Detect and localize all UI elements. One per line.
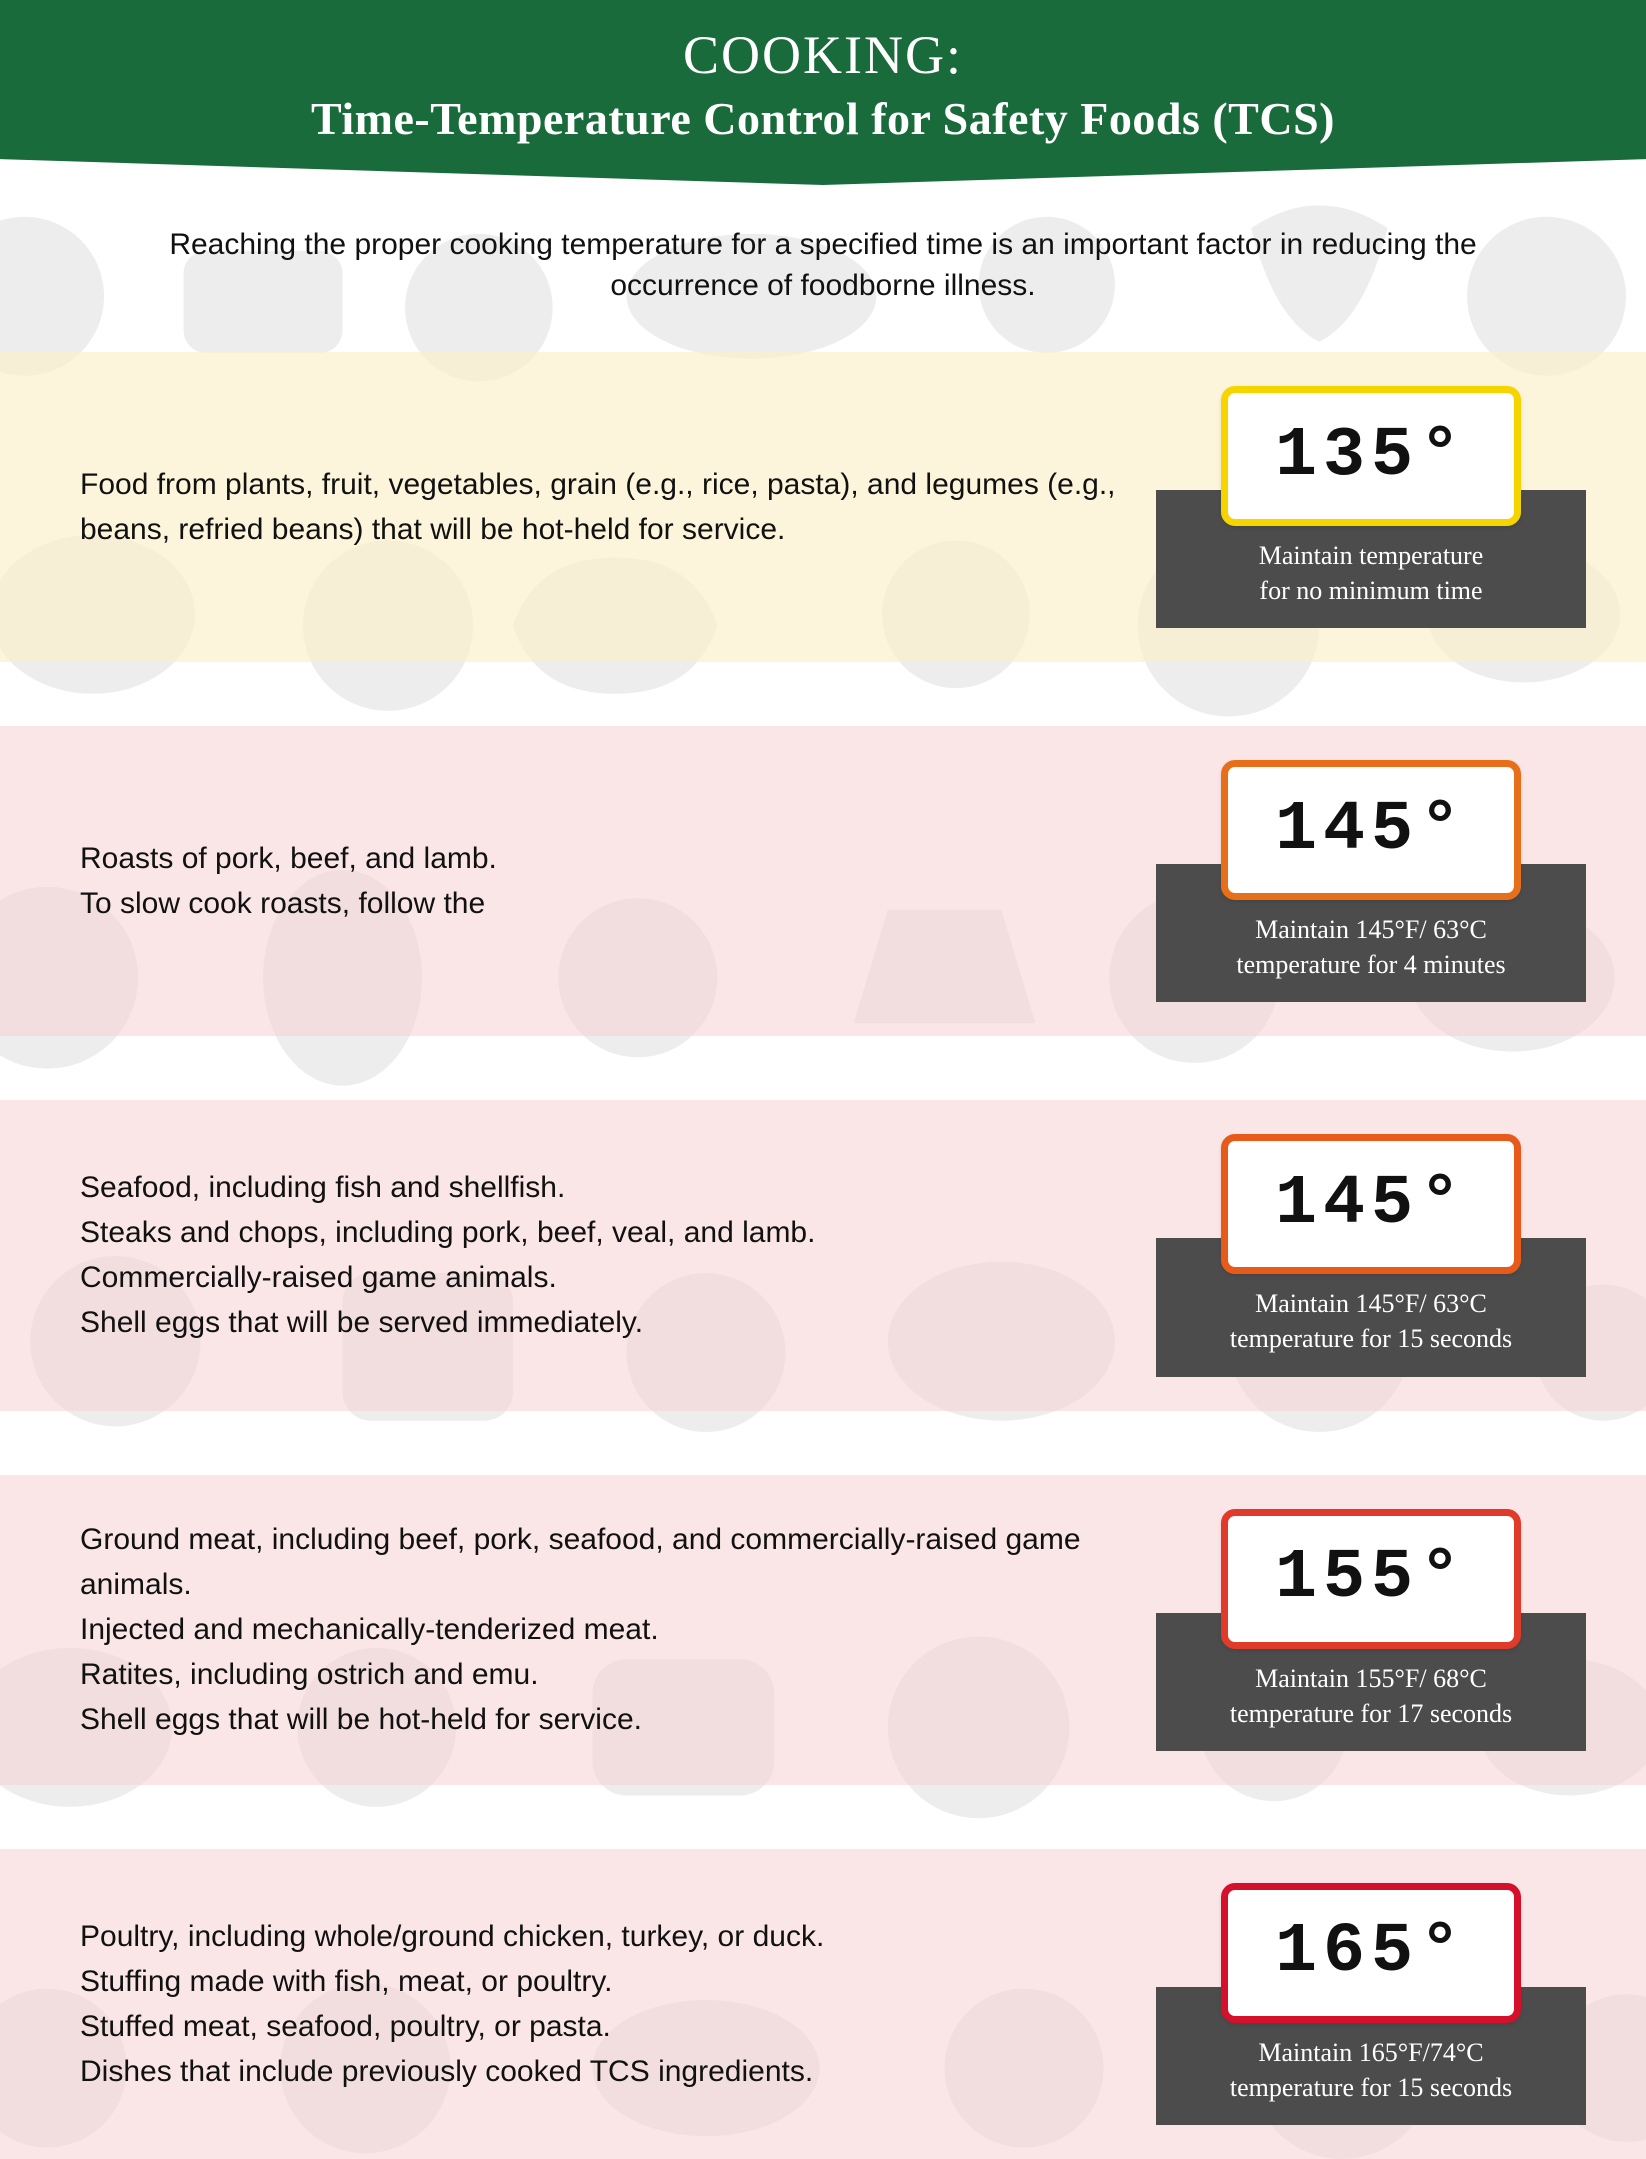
- row-gap: [0, 1411, 1646, 1475]
- row-desc-line: Ratites, including ostrich and emu.: [80, 1652, 1116, 1697]
- temp-value: 135°: [1275, 417, 1467, 496]
- caption-line-1: Maintain 145°F/ 63°C: [1255, 915, 1487, 944]
- temp-row-165: Poultry, including whole/ground chicken,…: [0, 1849, 1646, 2159]
- row-desc-line: Steaks and chops, including pork, beef, …: [80, 1210, 1116, 1255]
- temp-value: 155°: [1275, 1539, 1467, 1618]
- temp-row-145-roasts: Roasts of pork, beef, and lamb. To slow …: [0, 726, 1646, 1036]
- row-desc-line: Ground meat, including beef, pork, seafo…: [80, 1517, 1116, 1607]
- caption-line-1: Maintain 145°F/ 63°C: [1255, 1289, 1487, 1318]
- temp-block: 155° Maintain 155°F/ 68°C temperature fo…: [1156, 1509, 1586, 1751]
- temp-display: 145°: [1221, 760, 1521, 900]
- temp-value: 145°: [1275, 791, 1467, 870]
- row-desc-line: Seafood, including fish and shellfish.: [80, 1165, 1116, 1210]
- temp-block: 135° Maintain temperature for no minimum…: [1156, 386, 1586, 628]
- caption-line-1: Maintain 165°F/74°C: [1258, 2038, 1483, 2067]
- caption-line-1: Maintain 155°F/ 68°C: [1255, 1664, 1487, 1693]
- header-title: COOKING:: [20, 24, 1626, 86]
- row-description: Poultry, including whole/ground chicken,…: [80, 1914, 1156, 2094]
- row-description: Seafood, including fish and shellfish. S…: [80, 1165, 1156, 1345]
- caption-line-2: for no minimum time: [1259, 576, 1482, 605]
- temp-block: 145° Maintain 145°F/ 63°C temperature fo…: [1156, 1134, 1586, 1376]
- temp-row-145-seafood: Seafood, including fish and shellfish. S…: [0, 1100, 1646, 1410]
- temp-display: 155°: [1221, 1509, 1521, 1649]
- row-desc-line: Roasts of pork, beef, and lamb.: [80, 836, 1116, 881]
- row-desc-line: Stuffed meat, seafood, poultry, or pasta…: [80, 2004, 1116, 2049]
- caption-line-2: temperature for 15 seconds: [1230, 1324, 1512, 1353]
- temp-block: 165° Maintain 165°F/74°C temperature for…: [1156, 1883, 1586, 2125]
- caption-line-2: temperature for 4 minutes: [1236, 950, 1505, 979]
- temp-row-135: Food from plants, fruit, vegetables, gra…: [0, 352, 1646, 662]
- temp-display: 165°: [1221, 1883, 1521, 2023]
- row-desc-line: Injected and mechanically-tenderized mea…: [80, 1607, 1116, 1652]
- page: COOKING: Time-Temperature Control for Sa…: [0, 0, 1646, 2159]
- temp-display: 145°: [1221, 1134, 1521, 1274]
- row-gap: [0, 1036, 1646, 1100]
- row-desc-line: To slow cook roasts, follow the: [80, 881, 1116, 926]
- header-banner: COOKING: Time-Temperature Control for Sa…: [0, 0, 1646, 185]
- row-desc-line: Food from plants, fruit, vegetables, gra…: [80, 462, 1116, 552]
- caption-line-2: temperature for 17 seconds: [1230, 1699, 1512, 1728]
- row-desc-line: Shell eggs that will be served immediate…: [80, 1300, 1116, 1345]
- row-description: Food from plants, fruit, vegetables, gra…: [80, 462, 1156, 552]
- temp-value: 145°: [1275, 1165, 1467, 1244]
- intro-text: Reaching the proper cooking temperature …: [0, 185, 1646, 352]
- temp-row-155: Ground meat, including beef, pork, seafo…: [0, 1475, 1646, 1785]
- header-subtitle: Time-Temperature Control for Safety Food…: [20, 92, 1626, 145]
- row-description: Ground meat, including beef, pork, seafo…: [80, 1517, 1156, 1742]
- caption-line-1: Maintain temperature: [1259, 541, 1484, 570]
- row-description: Roasts of pork, beef, and lamb. To slow …: [80, 836, 1156, 926]
- caption-line-2: temperature for 15 seconds: [1230, 2073, 1512, 2102]
- row-desc-line: Dishes that include previously cooked TC…: [80, 2049, 1116, 2094]
- temperature-rows: Food from plants, fruit, vegetables, gra…: [0, 352, 1646, 2159]
- temp-display: 135°: [1221, 386, 1521, 526]
- row-gap: [0, 662, 1646, 726]
- temp-value: 165°: [1275, 1913, 1467, 1992]
- row-desc-line: Stuffing made with fish, meat, or poultr…: [80, 1959, 1116, 2004]
- row-desc-line: Commercially-raised game animals.: [80, 1255, 1116, 1300]
- temp-block: 145° Maintain 145°F/ 63°C temperature fo…: [1156, 760, 1586, 1002]
- row-gap: [0, 1785, 1646, 1849]
- row-desc-line: Shell eggs that will be hot-held for ser…: [80, 1697, 1116, 1742]
- row-desc-line: Poultry, including whole/ground chicken,…: [80, 1914, 1116, 1959]
